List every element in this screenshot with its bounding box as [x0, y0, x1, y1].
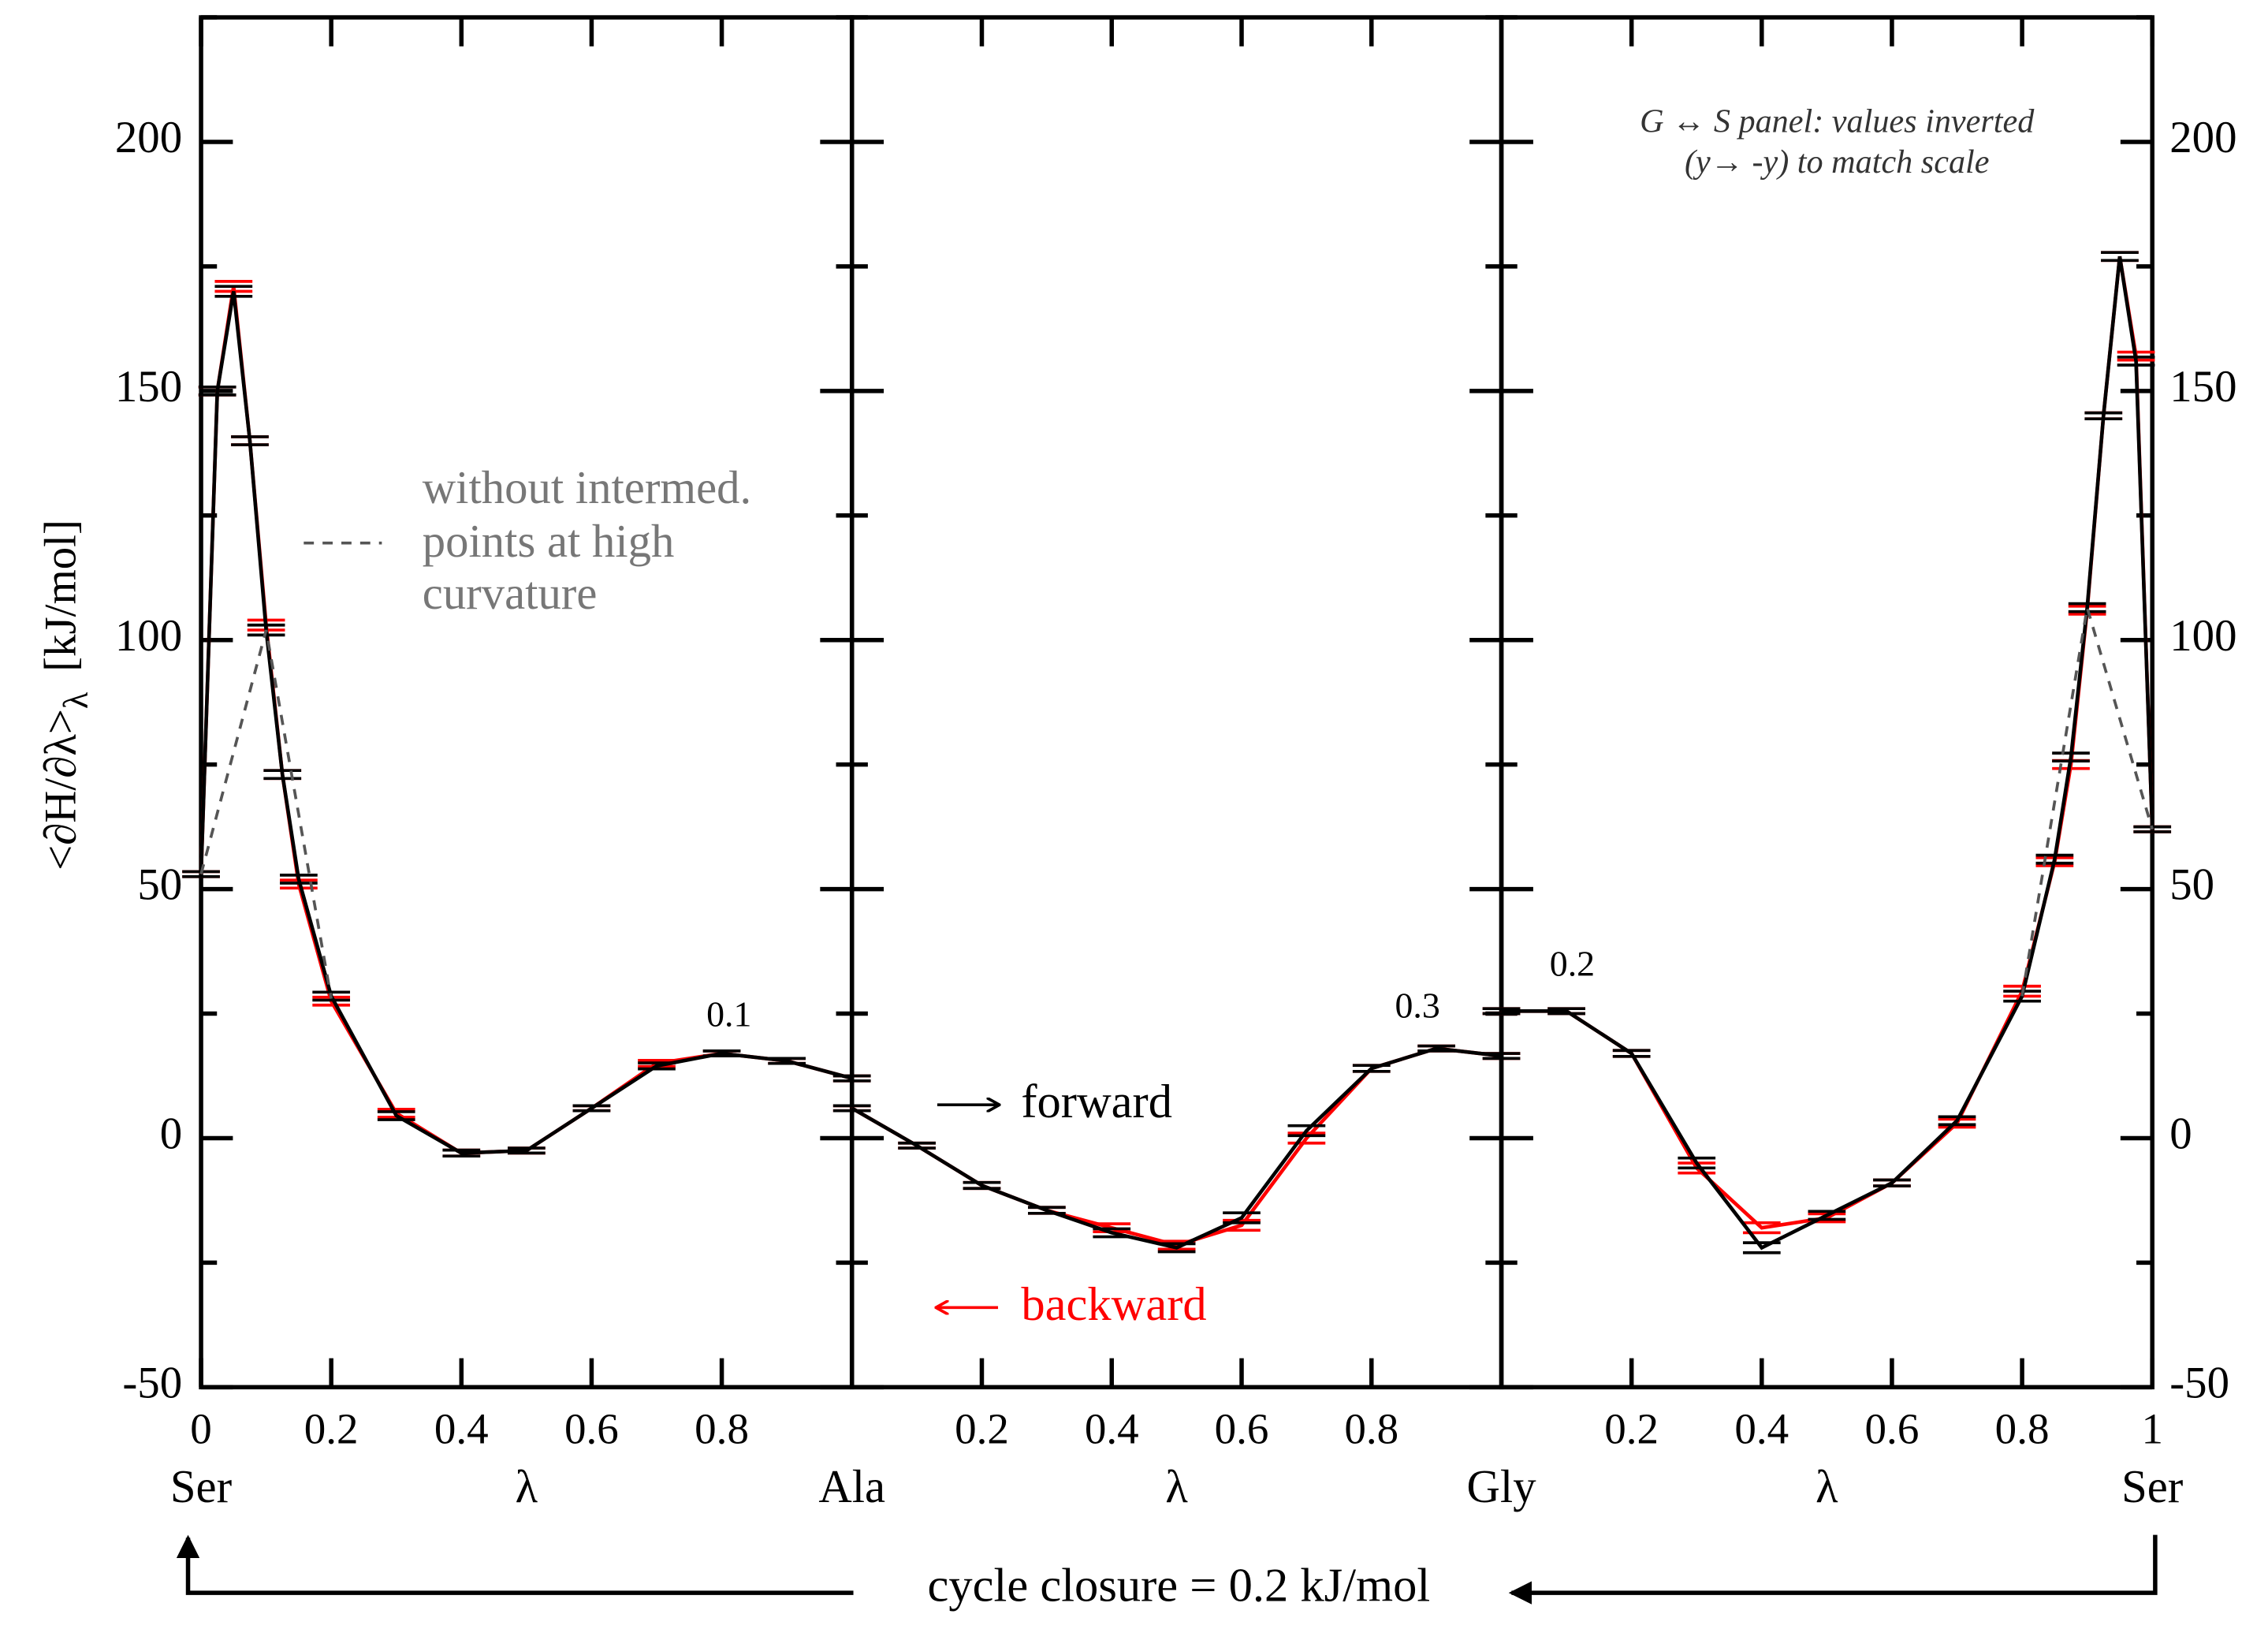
dashed-note: points at high — [423, 516, 675, 567]
x-tick-label: 0.2 — [304, 1405, 359, 1453]
series-line — [199, 291, 853, 1155]
panel-value: 0.2 — [1550, 943, 1595, 983]
y-tick-label: 100 — [115, 611, 182, 661]
y2-tick-label: 50 — [2169, 860, 2214, 910]
x-tick-label: 0.4 — [1085, 1405, 1139, 1453]
x-tick-label: 0.8 — [1995, 1405, 2050, 1453]
y-tick-label: 150 — [115, 362, 182, 412]
y-label-main: <∂H/∂λ> — [36, 709, 86, 870]
y2-tick-label: 150 — [2169, 362, 2236, 412]
cycle-arrow — [1508, 1534, 2158, 1605]
x-tick-label: 0.4 — [1734, 1405, 1789, 1453]
x-tick-label: 0.8 — [695, 1405, 749, 1453]
plot-area: 0 0.2 0.4 0.6 0.8 λ 0.1 0.2 0.4 0.6 0.8 λ 0.3 0.2 0.4 0… — [115, 15, 2237, 1512]
series-line — [199, 285, 853, 1155]
cycle-closure: cycle closure = 0.2 kJ/mol — [928, 1559, 1431, 1612]
dashed-line — [2020, 607, 2154, 997]
panel-frame — [1499, 15, 2154, 1390]
dashed-line — [199, 629, 333, 999]
endpoint-label: Gly — [1467, 1461, 1537, 1512]
panel-value: 0.3 — [1395, 986, 1439, 1026]
y-tick-label: 50 — [137, 860, 182, 910]
series-line — [1501, 255, 2154, 1230]
series-line — [851, 1046, 1502, 1247]
panel-frame — [199, 15, 855, 1390]
x-tick-label: 1 — [2141, 1405, 2163, 1453]
endpoint-label: Ala — [818, 1461, 885, 1512]
x-tick-label: 0.2 — [1604, 1405, 1659, 1453]
x-tick-label: 0.4 — [434, 1405, 489, 1453]
cycle-arrow — [176, 1534, 854, 1595]
y-tick-label: 0 — [160, 1109, 182, 1158]
x-tick-label: 0.6 — [564, 1405, 619, 1453]
endpoint-label: Ser — [170, 1461, 233, 1512]
y-tick-label: 200 — [115, 113, 182, 162]
legend-label: forward — [1021, 1075, 1172, 1128]
legend-label: backward — [1021, 1278, 1206, 1331]
x-axis-label: λ — [1165, 1461, 1188, 1512]
panel-value: 0.1 — [706, 994, 751, 1034]
y2-tick-label: 0 — [2169, 1109, 2192, 1158]
y-label-sub: λ — [57, 691, 95, 709]
x-axis-label: λ — [516, 1461, 538, 1512]
y-axis-label: <∂H/∂λ>λ [kJ/mol] — [36, 520, 95, 870]
x-tick-label: 0.6 — [1215, 1405, 1269, 1453]
panel-note: (y→ -y) to match scale — [1685, 144, 1990, 181]
x-tick-label: 0 — [190, 1405, 212, 1453]
x-axis-label: λ — [1816, 1461, 1838, 1512]
y2-tick-label: -50 — [2169, 1358, 2229, 1407]
x-tick-label: 0.2 — [955, 1405, 1009, 1453]
series-line — [1501, 255, 2154, 1251]
endpoint-label: Ser — [2121, 1461, 2184, 1512]
series-line — [851, 1046, 1502, 1250]
y-tick-label: -50 — [122, 1358, 182, 1407]
y2-tick-label: 200 — [2169, 113, 2236, 162]
y2-tick-label: 100 — [2169, 611, 2236, 661]
dashed-note: without intermed. — [423, 462, 751, 513]
y-label-unit: [kJ/mol] — [36, 520, 86, 672]
panel-note: G ↔ S panel: values inverted — [1640, 103, 2035, 140]
x-tick-label: 0.6 — [1865, 1405, 1920, 1453]
panel-frame — [849, 15, 1504, 1390]
dashed-note: curvature — [423, 568, 598, 619]
x-tick-label: 0.8 — [1344, 1405, 1398, 1453]
